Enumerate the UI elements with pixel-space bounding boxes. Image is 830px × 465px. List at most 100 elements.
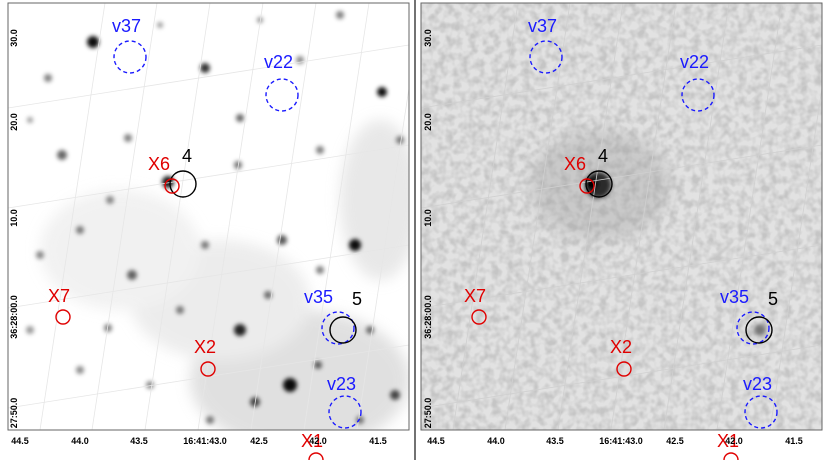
marker-v23 <box>328 395 362 429</box>
label-v22: v22 <box>680 52 709 72</box>
marker-X2 <box>200 361 216 377</box>
ra-tick: 41.5 <box>785 436 803 446</box>
label-X1: X1 <box>301 431 323 451</box>
ra-tick: 44.5 <box>427 436 445 446</box>
right-coordinate-grid <box>421 3 822 430</box>
ra-tick: 44.0 <box>487 436 505 446</box>
star <box>106 196 114 204</box>
dec-tick: 20.0 <box>9 113 19 131</box>
dec-tick: 36:28:00.0 <box>423 295 433 339</box>
left-dec-ticks: 30.0 20.0 10.0 36:28:00.0 27:50.0 <box>9 29 19 428</box>
marker-v23 <box>744 395 778 429</box>
dec-tick: 10.0 <box>9 209 19 227</box>
ra-tick: 16:41:43.0 <box>599 436 643 446</box>
left-star-field <box>26 11 404 424</box>
marker-5 <box>745 316 773 344</box>
star <box>396 136 404 144</box>
marker-X2 <box>616 361 632 377</box>
star <box>157 22 163 28</box>
right-ra-ticks: 44.5 44.0 43.5 16:41:43.0 42.5 42.0 41.5 <box>427 436 803 446</box>
star <box>377 87 387 97</box>
label-v35: v35 <box>304 287 333 307</box>
dec-tick: 27:50.0 <box>423 398 433 429</box>
dec-tick: 10.0 <box>423 209 433 227</box>
ra-tick: 43.5 <box>130 436 148 446</box>
marker-v37 <box>529 40 563 74</box>
label-v23: v23 <box>327 374 356 394</box>
star <box>76 226 84 234</box>
star <box>356 416 364 424</box>
star <box>236 114 244 122</box>
right-marker-labels: v37 v22 X6 4 X7 v35 5 X2 v23 X1 <box>464 16 778 451</box>
ra-tick: 42.5 <box>666 436 684 446</box>
marker-4 <box>585 170 613 198</box>
star <box>257 17 263 23</box>
star <box>36 251 44 259</box>
label-X1: X1 <box>717 431 739 451</box>
left-panel: v37 v22 X6 4 X7 v35 5 X2 v23 X1 30.0 20.… <box>7 2 410 465</box>
star <box>234 324 246 336</box>
marker-X7 <box>55 309 71 325</box>
star <box>27 117 33 123</box>
label-4: 4 <box>182 146 192 166</box>
star <box>349 239 361 251</box>
ra-tick: 42.0 <box>725 436 743 446</box>
marker-v35 <box>736 311 770 345</box>
label-X6: X6 <box>564 154 586 174</box>
marker-X1 <box>723 452 739 465</box>
left-frame <box>7 2 410 431</box>
right-frame <box>420 2 823 431</box>
star <box>124 134 132 142</box>
star <box>283 378 297 392</box>
star <box>176 306 184 314</box>
label-v37: v37 <box>112 16 141 36</box>
ra-tick: 41.5 <box>369 436 387 446</box>
label-4: 4 <box>598 146 608 166</box>
label-X7: X7 <box>48 286 70 306</box>
marker-v22 <box>265 78 299 112</box>
dec-tick: 36:28:00.0 <box>9 295 19 339</box>
dec-tick: 27:50.0 <box>9 398 19 429</box>
label-5: 5 <box>352 289 362 309</box>
marker-4 <box>169 170 197 198</box>
label-X2: X2 <box>610 337 632 357</box>
star <box>316 266 324 274</box>
label-X7: X7 <box>464 286 486 306</box>
label-v23: v23 <box>743 374 772 394</box>
marker-X6 <box>579 178 595 194</box>
star <box>390 390 400 400</box>
dec-tick: 30.0 <box>9 29 19 47</box>
right-dec-ticks: 30.0 20.0 10.0 36:28:00.0 27:50.0 <box>423 29 433 428</box>
star <box>206 416 214 424</box>
label-v22: v22 <box>264 52 293 72</box>
marker-v37 <box>113 40 147 74</box>
right-panel: v37 v22 X6 4 X7 v35 5 X2 v23 X1 30.0 20.… <box>420 2 823 465</box>
left-image <box>8 3 409 430</box>
marker-X1 <box>308 452 324 465</box>
right-image <box>421 3 822 430</box>
label-X6: X6 <box>148 154 170 174</box>
dec-tick: 30.0 <box>423 29 433 47</box>
star <box>201 241 209 249</box>
ra-tick: 42.0 <box>309 436 327 446</box>
marker-v22 <box>681 78 715 112</box>
marker-v35 <box>321 311 355 345</box>
right-markers <box>471 40 778 465</box>
marker-5 <box>329 316 357 344</box>
star <box>277 235 287 245</box>
ra-tick: 43.5 <box>546 436 564 446</box>
star <box>44 74 52 82</box>
ra-tick: 16:41:43.0 <box>183 436 227 446</box>
star <box>76 366 84 374</box>
marker-X7 <box>471 309 487 325</box>
star <box>57 150 67 160</box>
ra-tick: 42.5 <box>250 436 268 446</box>
marker-X6 <box>164 178 180 194</box>
label-X2: X2 <box>194 337 216 357</box>
star <box>314 361 322 369</box>
star <box>87 36 99 48</box>
label-5: 5 <box>768 289 778 309</box>
label-v35: v35 <box>720 287 749 307</box>
